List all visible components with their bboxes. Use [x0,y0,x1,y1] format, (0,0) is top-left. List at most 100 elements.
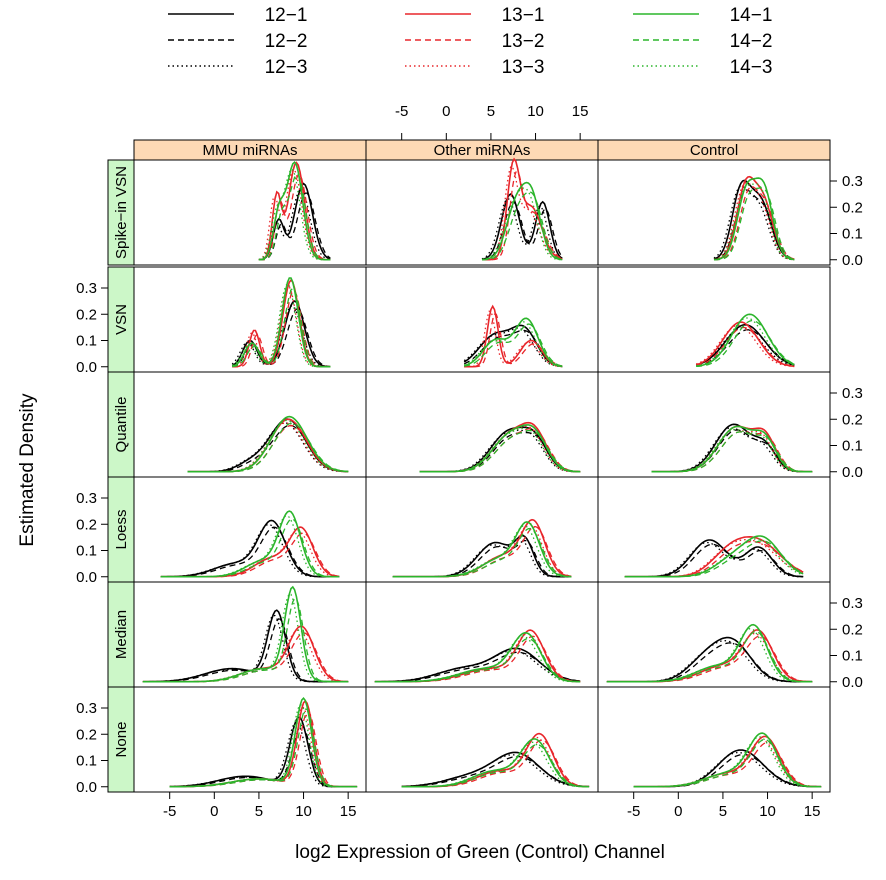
legend-label: 12−2 [265,31,308,52]
row-strip-label: Median [113,610,130,659]
density-curve-black-2 [481,201,563,261]
density-curve-green-1 [419,424,581,473]
x-tick-label-top: 0 [442,103,450,120]
density-curve-green-3 [374,635,581,683]
y-tick-label: 0.1 [76,543,97,560]
row-strip [107,686,135,793]
legend-label: 13−3 [502,57,545,78]
density-curve-green-2 [651,431,813,473]
density-curve-black-2 [401,755,590,788]
density-curve-red-2 [651,431,813,473]
density-curve-green-3 [142,593,349,683]
density-curve-red-3 [401,736,590,788]
x-tick-label: -5 [627,803,640,820]
density-curve-red-2 [169,711,358,788]
density-curve-black-3 [606,640,813,683]
density-curve-red-2 [232,290,331,368]
density-curve-green-2 [160,518,340,578]
density-curve-green-2 [401,743,590,788]
density-curve-green-1 [481,181,563,261]
row-strip-label: Quantile [113,397,130,453]
y-tick-label: 0.2 [76,516,97,533]
y-tick-label: 0.3 [842,173,863,190]
density-curve-green-1 [713,177,795,261]
panel-grid: MMU miRNAs Other miRNAs Control Spike−in VS… [107,139,831,793]
density-curve-green-2 [482,191,563,261]
density-curve-black-1 [169,716,358,788]
density-curve-green-3 [392,525,572,578]
density-curve-black-1 [401,751,590,788]
density-curve-green-2 [232,287,331,368]
density-curve-green-3 [169,704,358,788]
density-curve-red-3 [624,538,804,578]
y-tick-label: 0.0 [76,569,97,586]
column-strip-label: MMU miRNAs [203,142,298,159]
density-curve-black-2 [232,308,331,368]
density-curve-green-1 [463,317,563,368]
row-strip-label: VSN [113,304,130,335]
density-curve-black-1 [463,324,563,368]
density-curve-red-2 [419,427,581,473]
density-curve-red-3 [482,165,563,261]
density-curve-black-1 [481,193,563,261]
legend-label: 14−1 [730,5,773,26]
density-curve-green-2 [169,708,358,788]
density-curve-red-1 [142,625,349,683]
x-tick-label: -5 [163,803,176,820]
density-curve-black-3 [651,426,813,473]
density-curve-black-1 [695,323,795,366]
density-curve-green-1 [624,535,804,578]
density-curve-black-3 [463,327,563,368]
row-strip [107,159,135,266]
density-curve-red-1 [258,161,331,261]
density-curve-red-3 [392,523,572,578]
density-curve-green-3 [606,628,813,683]
y-tick-label: 0.1 [842,438,863,455]
x-axis-label: log2 Expression of Green (Control) Chann… [295,842,665,863]
column-strip-label: Other miRNAs [434,142,531,159]
legend-label: 14−3 [730,57,773,78]
y-tick-label: 0.0 [842,464,863,481]
density-curve-green-3 [258,168,331,261]
panel-frame [597,371,831,478]
panel-frame [133,266,367,373]
axes: -5 0 5 10 15 -5 0 5 10 15 -5 0 5 10 15 0.0 0.1 0.2 0.3 0.0 0… [76,103,863,820]
y-tick-label: 0.1 [842,648,863,665]
density-curve-red-1 [169,699,358,788]
legend-label: 13−2 [502,31,545,52]
panel-frame [597,159,831,266]
row-strip [107,371,135,478]
density-curve-black-1 [419,426,581,473]
density-curve-green-1 [696,313,795,367]
y-tick-label: 0.2 [842,411,863,428]
density-curve-green-1 [142,585,349,683]
y-tick-label: 0.3 [76,280,97,297]
x-tick-label-top: 10 [527,103,544,120]
density-curve-red-1 [482,157,563,261]
density-curve-black-2 [696,329,795,367]
y-tick-label: 0.0 [76,359,97,376]
density-curve-green-2 [187,422,349,473]
density-curve-red-2 [374,635,581,683]
density-curve-green-3 [713,183,795,261]
x-tick-label: 0 [674,803,682,820]
density-curve-black-3 [231,305,331,368]
legend-label: 12−3 [265,57,308,78]
density-curve-black-3 [374,650,581,683]
y-tick-label: 0.2 [842,199,863,216]
x-tick-label: 10 [295,803,312,820]
density-curve-red-1 [651,425,813,473]
density-curve-green-2 [624,540,804,578]
density-curve-green-1 [187,415,349,473]
density-curve-green-1 [231,277,331,368]
panel-frame [365,581,599,688]
density-curve-black-2 [392,539,572,578]
panel-frame [597,686,831,793]
density-curve-red-2 [482,170,563,261]
density-curve-black-2 [419,431,581,473]
density-curve-black-2 [624,543,804,578]
y-tick-label: 0.1 [76,333,97,350]
density-curve-green-2 [374,637,581,683]
x-tick-label: 10 [759,803,776,820]
